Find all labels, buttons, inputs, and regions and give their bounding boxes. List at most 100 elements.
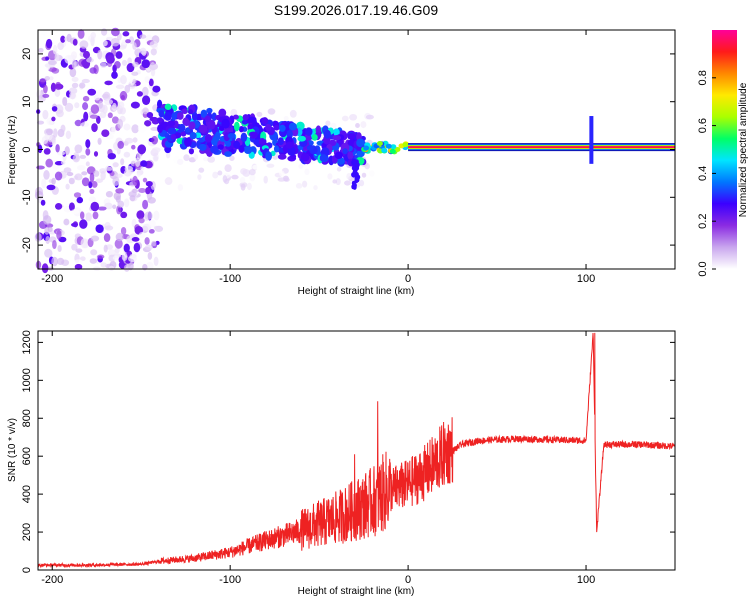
spectrogram-blob <box>177 184 184 191</box>
spectrogram-blob <box>288 122 297 131</box>
spectrogram-blob <box>217 170 223 176</box>
spectrogram-blob <box>342 148 348 155</box>
spectrogram-blob <box>142 177 148 183</box>
spectrogram-blob <box>146 261 154 271</box>
spectrogram-blob <box>92 211 99 220</box>
spectrogram-blob <box>45 235 51 245</box>
spectrogram-blob <box>344 180 351 186</box>
spectrogram-blob <box>295 182 303 189</box>
spectrogram-blob <box>91 123 98 133</box>
spectrogram-blob <box>330 122 337 130</box>
spike-mark <box>589 116 594 164</box>
spectrogram-blob <box>104 80 113 86</box>
spectrogram-blob <box>90 249 98 256</box>
spectrogram-blob <box>69 67 77 78</box>
spectrogram-blob <box>110 37 120 47</box>
spectrogram-blob <box>112 204 117 210</box>
spectrogram-blob <box>204 115 211 123</box>
spectrogram-y-tick-label: -20 <box>21 237 33 253</box>
spectrogram-blob <box>52 239 57 250</box>
spectrogram-blob <box>43 170 50 180</box>
spectrogram-blob <box>97 137 102 145</box>
spectrogram-blob <box>95 224 104 233</box>
spectrogram-blob <box>36 165 45 170</box>
spectrogram-blob <box>134 157 141 168</box>
spectrogram-blob <box>246 182 252 191</box>
spectrogram-blob <box>90 201 100 212</box>
spectrogram-blob <box>325 120 331 127</box>
spectrogram-blob <box>45 56 50 61</box>
snr-x-tick-label: -100 <box>219 574 241 586</box>
spectrogram-blob <box>285 141 294 149</box>
spectrogram-blob <box>64 146 70 156</box>
spectrogram-blob <box>60 160 66 165</box>
spectrogram-blob <box>334 151 343 160</box>
spectrogram-blob <box>93 170 100 177</box>
spectrogram-blob <box>100 262 107 268</box>
colorbar-tick-label: 0.8 <box>697 70 709 85</box>
spectrogram-blob <box>65 130 72 140</box>
spectrogram-blob <box>76 164 86 171</box>
spectrogram-blob <box>389 148 396 154</box>
spectrogram-blob <box>80 238 88 249</box>
spectrogram-blob <box>112 102 117 112</box>
spectrogram-blob <box>188 148 195 155</box>
spectrogram-blob <box>90 235 100 242</box>
spectrogram-blob <box>54 171 63 181</box>
colorbar-tick-label: 0.0 <box>697 261 709 276</box>
spectrogram-blob <box>123 264 130 272</box>
spectrogram-blob <box>36 120 45 125</box>
spectrogram-blob <box>356 138 365 148</box>
spectrogram-blob <box>38 47 44 53</box>
spectrogram-blob <box>45 38 53 49</box>
spectrogram-blob <box>141 59 151 69</box>
spectrogram-blob <box>150 48 157 56</box>
spectrogram-blob <box>131 188 139 193</box>
colorbar: 0.0 0.2 0.4 0.6 0.8 Normalized spectral ampl… <box>697 30 749 277</box>
spectrogram-blob <box>51 106 58 112</box>
spectrogram-blob <box>142 199 149 210</box>
spectrogram-blob <box>323 129 331 139</box>
spectrogram-blob <box>207 119 216 130</box>
spectrogram-blob <box>243 146 253 154</box>
spectrogram-blob <box>115 232 124 242</box>
snr-y-tick-label: 0 <box>21 567 33 573</box>
spectrogram-blob <box>240 183 246 191</box>
spectrogram-blob <box>198 167 205 173</box>
spectrogram-blob <box>140 160 148 167</box>
spectrogram-blob <box>121 59 128 66</box>
spectrogram-blob <box>74 144 83 154</box>
spectrogram-blob <box>240 168 248 175</box>
spectrogram-blob <box>363 145 370 151</box>
spectrogram-blob <box>146 111 154 119</box>
spectrogram-blob <box>74 119 82 127</box>
spectrogram-blob <box>171 112 178 121</box>
spectrogram-blob <box>88 196 97 203</box>
spectrogram-blob <box>304 168 310 176</box>
spectrogram-blob <box>248 168 256 176</box>
spectrogram-blob <box>277 137 284 146</box>
spectrogram-blob <box>79 154 87 159</box>
spectrogram-blob <box>188 121 196 130</box>
spectrogram-blob <box>369 170 375 177</box>
spectrogram-blob <box>131 237 140 242</box>
spectrogram-blob <box>91 180 98 188</box>
spectrogram-blob <box>126 235 135 244</box>
spectrogram-blob <box>132 175 138 186</box>
snr-series-line <box>38 332 675 569</box>
spectrogram-blob <box>332 134 341 141</box>
spectrogram-blob <box>47 226 53 233</box>
spectrogram-blob <box>364 163 370 170</box>
spectrogram-blob <box>53 128 58 138</box>
spectrogram-blob <box>112 255 119 261</box>
spectrogram-blob <box>144 76 150 83</box>
spectrogram-blob <box>63 167 72 173</box>
spectrogram-blob <box>206 107 213 114</box>
spectrogram-blob <box>40 31 47 36</box>
spectrogram-blob <box>93 151 99 157</box>
spectrogram-blob <box>151 147 161 153</box>
spectrogram-blob <box>142 107 149 115</box>
spectrogram-blob <box>305 127 313 136</box>
spectrogram-blob <box>68 202 75 212</box>
